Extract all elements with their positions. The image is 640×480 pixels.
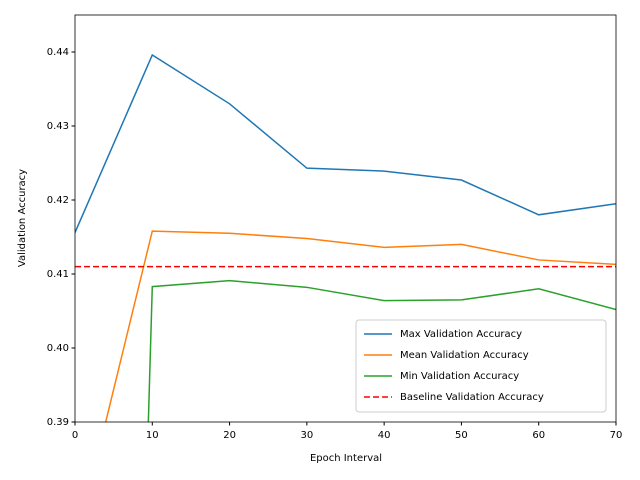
y-axis-label: Validation Accuracy <box>17 169 28 267</box>
legend-box <box>355 319 607 413</box>
x-axis-label: Epoch Interval <box>310 453 382 464</box>
y-tick-label: 0.40 <box>47 343 69 354</box>
axes-frame <box>74 14 617 423</box>
y-tick-label: 0.39 <box>47 417 69 428</box>
legend-label: Min Validation Accuracy <box>400 371 519 382</box>
series-line <box>75 53 616 233</box>
x-tick-label: 60 <box>532 430 545 441</box>
x-tick-label: 50 <box>455 430 468 441</box>
legend-label: Baseline Validation Accuracy <box>400 392 544 403</box>
x-tick-label: 70 <box>610 430 623 441</box>
y-tick-label: 0.41 <box>47 269 69 280</box>
series-line <box>104 230 616 422</box>
x-tick-label: 40 <box>378 430 391 441</box>
x-tick-label: 20 <box>223 430 236 441</box>
y-tick-label: 0.42 <box>47 195 69 206</box>
y-tick-label: 0.44 <box>47 47 69 58</box>
legend-label: Mean Validation Accuracy <box>400 350 529 361</box>
x-tick-label: 30 <box>300 430 313 441</box>
x-tick-label: 10 <box>146 430 159 441</box>
series-line <box>147 279 616 422</box>
plot-area <box>75 53 616 422</box>
legend-label: Max Validation Accuracy <box>400 329 522 340</box>
y-tick-label: 0.43 <box>47 121 69 132</box>
x-tick-label: 0 <box>72 430 78 441</box>
